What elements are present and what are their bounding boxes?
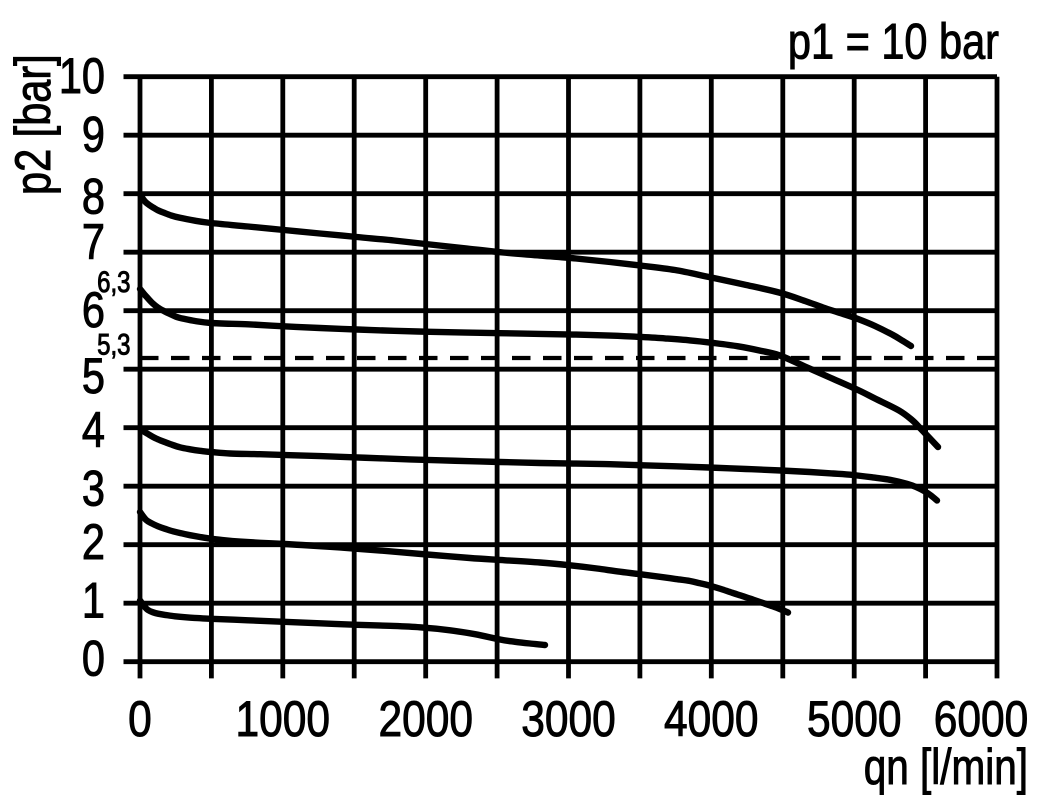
svg-text:2000: 2000: [378, 691, 473, 747]
svg-text:3000: 3000: [521, 691, 616, 747]
svg-text:p1 = 10 bar: p1 = 10 bar: [788, 13, 999, 70]
svg-text:0: 0: [82, 630, 105, 687]
svg-text:0: 0: [128, 691, 152, 747]
svg-text:4: 4: [82, 401, 105, 458]
svg-text:2: 2: [82, 513, 105, 570]
svg-text:6000: 6000: [934, 691, 1029, 747]
svg-text:1: 1: [82, 572, 105, 629]
svg-text:5000: 5000: [807, 691, 902, 747]
svg-text:10: 10: [59, 47, 105, 104]
svg-text:6,3: 6,3: [97, 264, 130, 298]
svg-text:qn [l/min]: qn [l/min]: [864, 739, 1028, 795]
svg-text:9: 9: [82, 106, 105, 163]
svg-text:7: 7: [82, 213, 105, 270]
svg-text:1000: 1000: [236, 691, 331, 747]
svg-text:6: 6: [82, 281, 105, 338]
svg-text:5,3: 5,3: [97, 327, 130, 361]
svg-text:3: 3: [82, 460, 105, 517]
svg-text:p2 [bar]: p2 [bar]: [4, 54, 61, 195]
svg-text:5: 5: [82, 347, 105, 404]
svg-text:8: 8: [82, 168, 105, 225]
svg-text:4000: 4000: [664, 691, 759, 747]
